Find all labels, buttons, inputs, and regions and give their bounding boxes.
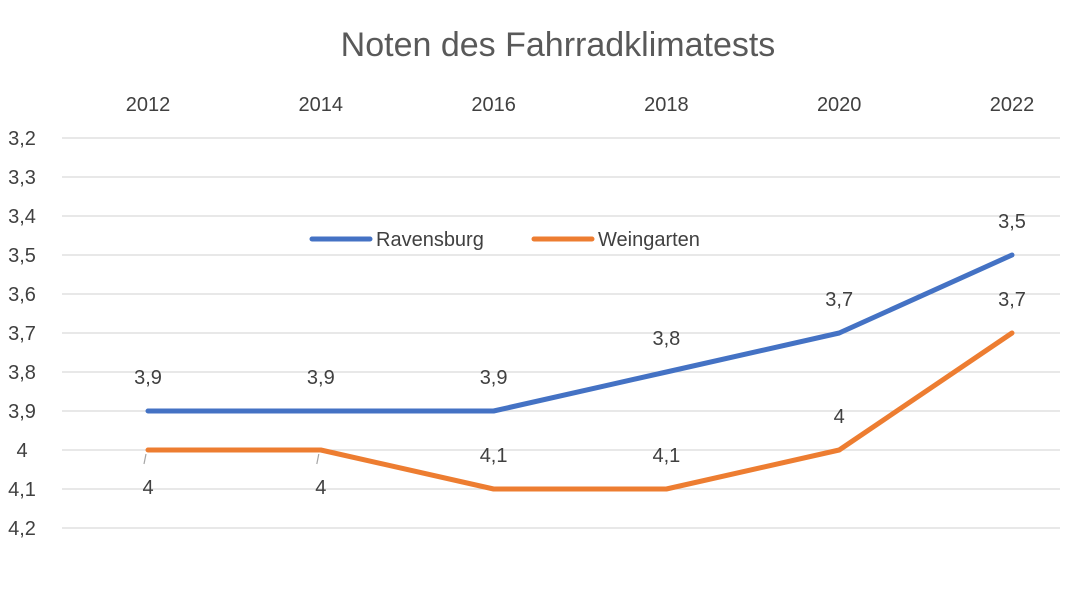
y-tick-label: 3,2 [8,128,36,150]
series-line-ravensburg [145,252,1015,414]
data-label: 4 [315,477,326,499]
chart-title: Noten des Fahrradklimatests [341,26,776,64]
data-label: 3,7 [998,289,1026,311]
x-tick-label: 2020 [817,94,862,116]
data-label: 4,1 [652,445,680,467]
data-label: 3,9 [307,367,335,389]
y-tick-label: 4 [16,440,27,462]
data-label: 3,9 [480,367,508,389]
data-label: 3,5 [998,211,1026,233]
data-label: 3,7 [825,289,853,311]
x-tick-label: 2018 [644,94,689,116]
data-label: 3,8 [652,328,680,350]
data-label: 4,1 [480,445,508,467]
legend-label: Ravensburg [376,229,484,251]
x-tick-label: 2022 [990,94,1035,116]
x-tick-label: 2014 [299,94,344,116]
y-tick-label: 4,1 [8,479,36,501]
legend-label: Weingarten [598,229,700,251]
data-label: 4 [142,477,153,499]
y-tick-label: 4,2 [8,518,36,540]
y-tick-label: 3,5 [8,245,36,267]
data-label: 3,9 [134,367,162,389]
y-tick-label: 3,8 [8,362,36,384]
y-tick-label: 3,3 [8,167,36,189]
series-line-weingarten [145,330,1015,492]
leader-line [316,453,320,465]
data-label: 4 [834,406,845,428]
x-tick-label: 2012 [126,94,171,116]
y-tick-label: 3,6 [8,284,36,306]
y-tick-label: 3,9 [8,401,36,423]
y-tick-label: 3,4 [8,206,36,228]
x-tick-label: 2016 [471,94,516,116]
leader-line [143,453,147,465]
y-tick-label: 3,7 [8,323,36,345]
